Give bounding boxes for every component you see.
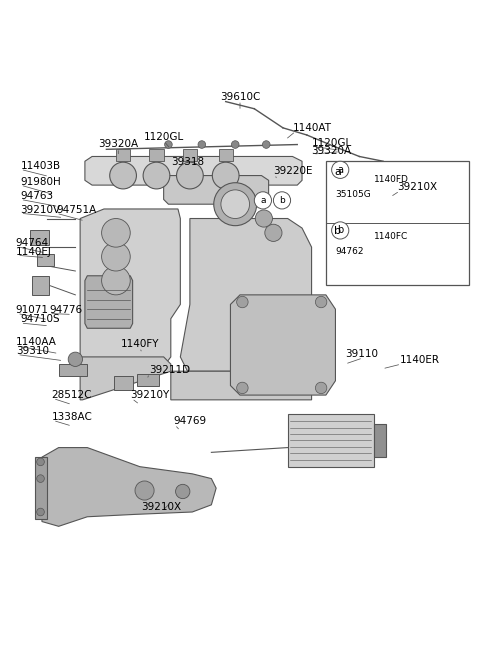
Circle shape [165, 141, 172, 148]
Text: 39210V: 39210V [21, 204, 60, 215]
Circle shape [315, 382, 327, 393]
Text: 1120GL: 1120GL [144, 132, 184, 142]
Circle shape [237, 382, 248, 393]
Bar [137, 373, 159, 386]
Circle shape [102, 243, 130, 271]
Circle shape [221, 190, 250, 219]
Circle shape [36, 458, 44, 466]
Circle shape [36, 475, 44, 483]
Text: 39210Y: 39210Y [130, 390, 169, 400]
Circle shape [110, 162, 136, 189]
Polygon shape [164, 175, 269, 204]
Bar [218, 149, 233, 161]
Text: 1140FC: 1140FC [373, 232, 408, 241]
Text: b: b [279, 196, 285, 205]
Circle shape [68, 352, 83, 366]
Circle shape [265, 225, 282, 241]
Circle shape [231, 141, 239, 148]
Text: 94762: 94762 [336, 247, 364, 256]
Text: 39210X: 39210X [397, 182, 438, 192]
Polygon shape [42, 448, 216, 526]
Polygon shape [171, 362, 312, 400]
Circle shape [36, 508, 44, 516]
Circle shape [177, 162, 203, 189]
Text: 94769: 94769 [173, 416, 206, 426]
Text: a: a [335, 167, 341, 177]
Polygon shape [80, 209, 180, 366]
Text: 1140FD: 1140FD [373, 175, 408, 184]
Text: 94764: 94764 [16, 238, 49, 248]
Bar [149, 149, 164, 161]
Polygon shape [35, 457, 47, 519]
Circle shape [255, 210, 273, 227]
Text: 39320A: 39320A [98, 139, 138, 149]
Text: 1120GL: 1120GL [312, 138, 352, 148]
Circle shape [263, 141, 270, 148]
Circle shape [176, 485, 190, 499]
Polygon shape [80, 357, 171, 400]
Text: 1140EJ: 1140EJ [16, 247, 51, 257]
Circle shape [332, 222, 349, 239]
Text: 39211D: 39211D [149, 364, 191, 375]
Circle shape [102, 219, 130, 247]
Text: 1338AC: 1338AC [51, 411, 92, 422]
Circle shape [332, 161, 349, 179]
Text: b: b [337, 225, 343, 236]
Text: 1140ER: 1140ER [400, 355, 440, 366]
Circle shape [198, 141, 205, 148]
Polygon shape [85, 157, 302, 185]
Text: 39610C: 39610C [220, 92, 260, 102]
Text: 39220E: 39220E [274, 166, 313, 175]
Text: 1140AA: 1140AA [16, 337, 57, 347]
Text: 91071: 91071 [16, 305, 48, 315]
Bar [30, 230, 49, 245]
Text: 1140FY: 1140FY [120, 339, 159, 349]
Circle shape [274, 192, 290, 209]
Text: 94710S: 94710S [21, 314, 60, 324]
Bar [326, 161, 469, 285]
Text: 39310: 39310 [16, 346, 48, 356]
Polygon shape [180, 219, 312, 371]
Bar [37, 254, 54, 266]
Circle shape [102, 266, 130, 295]
Circle shape [237, 296, 248, 308]
Polygon shape [230, 295, 336, 395]
Text: b: b [335, 226, 341, 236]
Bar [59, 364, 87, 376]
Polygon shape [85, 276, 132, 328]
Circle shape [135, 481, 154, 500]
Text: 94751A: 94751A [56, 204, 96, 215]
Text: 28512C: 28512C [51, 390, 92, 400]
Circle shape [315, 296, 327, 308]
Text: 39320A: 39320A [312, 146, 352, 155]
Text: a: a [337, 165, 343, 175]
Text: 94763: 94763 [21, 191, 54, 201]
Text: 39110: 39110 [345, 349, 378, 359]
Text: 11403B: 11403B [21, 161, 60, 171]
Bar [33, 276, 49, 295]
Bar [183, 149, 197, 161]
Circle shape [254, 192, 272, 209]
Text: 39318: 39318 [171, 157, 204, 167]
Bar [114, 376, 132, 390]
Bar [116, 149, 130, 161]
Circle shape [214, 182, 257, 226]
Circle shape [143, 162, 170, 189]
Circle shape [212, 162, 239, 189]
Text: a: a [260, 196, 265, 205]
Text: 94776: 94776 [49, 305, 82, 315]
Text: 1140AT: 1140AT [292, 123, 332, 133]
Text: 35105G: 35105G [336, 190, 371, 199]
Text: 91980H: 91980H [21, 177, 61, 186]
Bar [288, 414, 373, 466]
Text: 39210X: 39210X [141, 502, 181, 512]
Bar [373, 424, 385, 457]
